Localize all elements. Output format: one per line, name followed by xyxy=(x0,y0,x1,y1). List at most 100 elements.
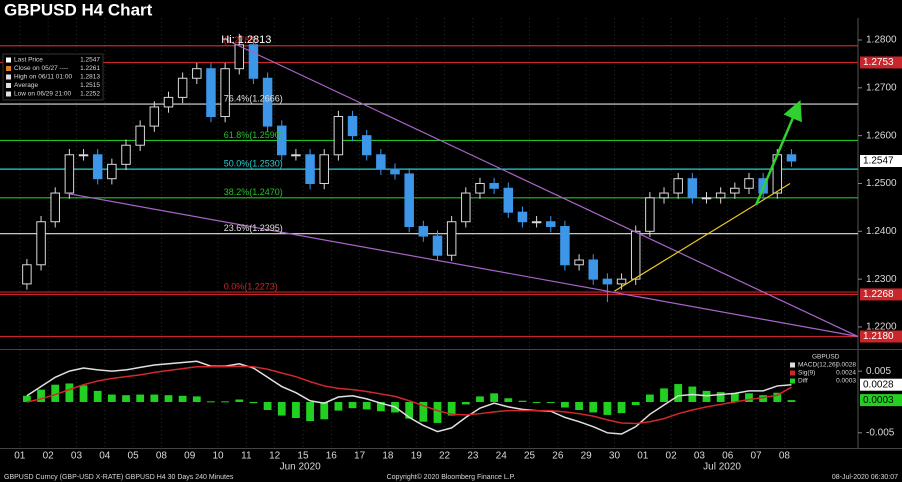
candle-body xyxy=(234,44,245,70)
candle-body xyxy=(347,116,358,137)
legend-swatch xyxy=(6,57,11,63)
x-tick-label: 12 xyxy=(269,451,281,462)
y-tick-label: 1.2400 xyxy=(866,226,897,237)
legend-swatch xyxy=(6,91,11,97)
candle-body xyxy=(390,168,400,175)
month-label: Jul 2020 xyxy=(703,462,741,473)
candle-body xyxy=(461,192,471,223)
candle-body xyxy=(163,96,174,108)
diff-bar xyxy=(320,401,329,420)
candle-body xyxy=(248,44,259,79)
diff-bar xyxy=(759,395,768,402)
x-tick-label: 16 xyxy=(326,451,338,462)
diff-bar xyxy=(37,389,45,402)
diff-bar xyxy=(306,401,314,422)
level-text: 23.6%(1.2395) xyxy=(224,223,283,233)
y-tick-label: 1.2700 xyxy=(866,82,897,93)
legend-value: 1.2547 xyxy=(80,57,100,64)
diff-bar xyxy=(362,401,371,410)
diff-bar xyxy=(773,392,782,402)
x-tick-label: 02 xyxy=(666,451,678,462)
x-tick-label: 23 xyxy=(467,451,479,462)
diff-bar xyxy=(107,394,116,402)
legend-label: Close on 05/27 ---- xyxy=(14,65,68,72)
diff-bar xyxy=(561,401,569,408)
legend-label: High on 06/11 01:00 xyxy=(14,74,72,81)
price-tag-label: 1.2268 xyxy=(863,289,894,300)
price-tag xyxy=(860,288,902,301)
x-tick-label: 25 xyxy=(524,451,536,462)
level-text: 50.0%(1.2530) xyxy=(224,159,283,169)
level-text: (1.2788) xyxy=(224,35,258,45)
diff-bar xyxy=(235,399,244,402)
diff-bar xyxy=(476,396,484,402)
legend-value: 1.2813 xyxy=(80,74,100,81)
macd-line xyxy=(26,365,792,425)
legend-swatch xyxy=(6,74,11,80)
candle-body xyxy=(560,226,570,266)
candle-body xyxy=(277,125,287,156)
candle-body xyxy=(418,226,429,237)
diff-bar xyxy=(645,394,654,402)
x-tick-label: 15 xyxy=(297,451,309,462)
candle-body xyxy=(517,211,528,223)
legend-label: Low on 06/29 21:00 xyxy=(14,91,71,98)
value-tag-label: 0.0028 xyxy=(863,379,894,390)
chart-title: GBPUSD H4 Chart xyxy=(4,0,153,19)
x-tick-label: 30 xyxy=(609,451,621,462)
candle-body xyxy=(149,106,160,127)
candle-body xyxy=(673,178,683,194)
candle-body xyxy=(730,187,740,194)
legend-value: 1.2261 xyxy=(80,65,100,72)
y-tick-label: 1.2800 xyxy=(866,35,897,46)
trendline xyxy=(226,39,859,338)
candle-body xyxy=(22,264,32,285)
candle-body xyxy=(206,68,216,118)
price-tag xyxy=(860,330,902,343)
diff-bar xyxy=(376,401,385,412)
x-tick-label: 11 xyxy=(241,451,252,462)
y-tick-label: 1.2600 xyxy=(866,130,897,141)
diff-bar xyxy=(787,400,796,402)
candle-body xyxy=(333,116,344,156)
diff-bar xyxy=(150,394,159,402)
candle-body xyxy=(135,125,145,146)
y-tick-label: 1.2200 xyxy=(866,322,897,333)
diff-bar xyxy=(504,398,513,402)
x-tick-label: 01 xyxy=(637,451,649,462)
legend-label: Last Price xyxy=(14,57,43,64)
diff-bar xyxy=(461,401,470,405)
value-tag-label: 0.0003 xyxy=(863,395,894,406)
trendline xyxy=(65,192,859,338)
candle-body xyxy=(291,154,301,157)
diff-bar xyxy=(730,393,739,402)
candle-body xyxy=(687,178,698,199)
x-tick-label: 08 xyxy=(779,451,791,462)
diff-bar xyxy=(136,394,145,402)
diff-bar xyxy=(603,401,612,415)
footer-right: 08-Jul-2020 06:30:07 xyxy=(832,474,898,481)
diff-bar xyxy=(65,383,74,402)
last-price-label: 1.2547 xyxy=(863,156,894,167)
diff-bar xyxy=(433,401,442,423)
candle-body xyxy=(262,77,273,127)
x-tick-label: 18 xyxy=(382,451,394,462)
x-tick-label: 07 xyxy=(750,451,762,462)
diff-bar xyxy=(660,388,668,402)
candle-body xyxy=(588,259,598,280)
month-label: Jun 2020 xyxy=(280,462,322,473)
price-tag-label: 1.2180 xyxy=(863,331,894,342)
candle-body xyxy=(78,154,89,157)
x-tick-label: 26 xyxy=(552,451,564,462)
x-tick-label: 02 xyxy=(43,451,55,462)
candle-body xyxy=(531,221,542,224)
value-tag xyxy=(860,378,902,391)
diff-bar xyxy=(263,401,272,410)
x-tick-label: 03 xyxy=(71,451,83,462)
candle-body xyxy=(489,182,499,189)
diff-bar xyxy=(192,396,201,402)
diff-bar xyxy=(405,401,414,419)
candle-body xyxy=(645,197,655,232)
legend-swatch xyxy=(790,378,795,384)
diff-bar xyxy=(334,401,343,411)
